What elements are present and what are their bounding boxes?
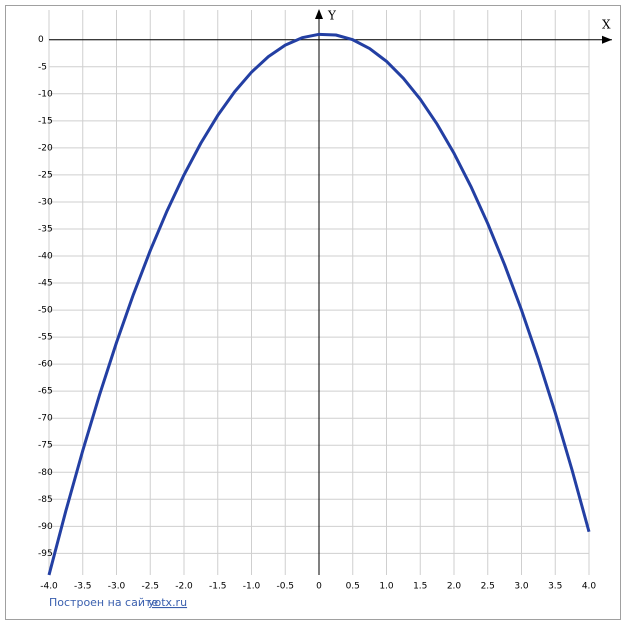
y-tick-label: -95 (38, 549, 53, 559)
x-axis-arrow (602, 35, 612, 44)
y-tick-label: -35 (38, 224, 53, 234)
y-tick-label: -15 (38, 116, 53, 126)
x-tick-label: -1.5 (209, 582, 227, 592)
y-tick-label: -5 (38, 62, 47, 72)
x-axis-label: X (602, 18, 611, 32)
x-tick-label: 3.0 (514, 582, 529, 592)
x-tick-label: 0 (316, 582, 322, 592)
axes (49, 9, 612, 575)
y-tick-label: -20 (38, 143, 53, 153)
x-tick-label: -0.5 (276, 582, 294, 592)
x-tick-label: -3.0 (108, 582, 126, 592)
y-tick-label: -10 (38, 89, 53, 99)
y-tick-label: -90 (38, 522, 53, 532)
y-tick-label: -80 (38, 468, 53, 478)
x-tick-label: -1.0 (243, 582, 261, 592)
x-tick-label: 1.5 (413, 582, 427, 592)
frame (5, 5, 621, 620)
y-tick-label: -40 (38, 252, 53, 262)
y-tick-label: 0 (38, 35, 44, 45)
x-tick-label: 0.5 (346, 582, 360, 592)
y-tick-label: -75 (38, 441, 53, 451)
y-tick-label: -60 (38, 360, 53, 370)
x-tick-label: -3.5 (74, 582, 92, 592)
y-tick-label: -65 (38, 387, 53, 397)
x-tick-label: 1.0 (379, 582, 394, 592)
y-tick-label: -45 (38, 279, 53, 289)
y-axis-label: Y (327, 9, 337, 23)
x-tick-label: 2.5 (481, 582, 495, 592)
curve (47, 32, 591, 576)
y-tick-label: -25 (38, 170, 53, 180)
x-tick-label: 4.0 (582, 582, 597, 592)
y-tick-label: -70 (38, 414, 53, 424)
x-tick-label: -2.0 (175, 582, 193, 592)
y-tick-label: -55 (38, 333, 53, 343)
x-tick-label: 3.5 (548, 582, 562, 592)
y-tick-label: -85 (38, 495, 53, 505)
credit-link[interactable]: yotx.ru (148, 596, 187, 609)
x-tick-label: 2.0 (447, 582, 462, 592)
y-tick-label: -50 (38, 306, 53, 316)
y-axis-arrow (315, 9, 323, 19)
x-tick-label: -2.5 (141, 582, 159, 592)
credit: Построен на сайте (49, 596, 158, 609)
y-tick-label: -30 (38, 197, 53, 207)
x-tick-label: -4.0 (40, 582, 58, 592)
